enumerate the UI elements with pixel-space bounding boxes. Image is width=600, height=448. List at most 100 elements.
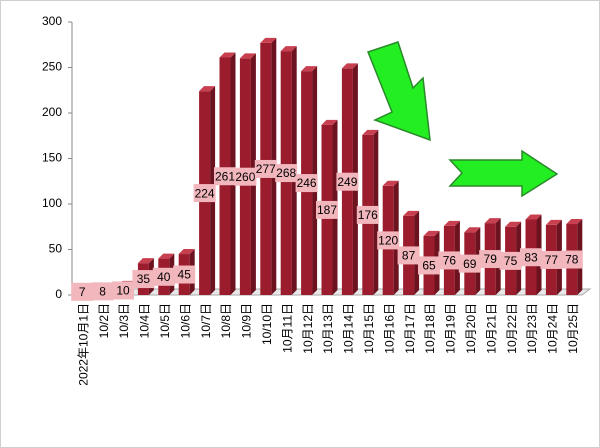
data-label-box <box>499 251 522 270</box>
y-tick-label: 250 <box>42 60 62 74</box>
x-tick-label: 10月13日 <box>321 303 335 354</box>
data-label-box <box>234 167 257 186</box>
x-tick-label: 2022年10月1日 <box>76 303 90 386</box>
data-label: 261 <box>215 169 235 183</box>
data-label-box <box>479 250 502 269</box>
x-tick-label: 10月19日 <box>444 303 458 354</box>
x-tick-label: 10月18日 <box>423 303 437 354</box>
data-label: 77 <box>545 253 559 267</box>
x-tick-label: 10月12日 <box>301 303 315 354</box>
data-label: 268 <box>276 166 296 180</box>
data-label-box <box>275 164 298 183</box>
x-tick-label: 10月15日 <box>362 303 376 354</box>
data-label-box <box>193 184 216 203</box>
bar-top <box>484 218 501 224</box>
x-tick-label: 10/4日 <box>138 303 152 338</box>
bar-top <box>464 227 481 233</box>
data-label: 176 <box>358 208 378 222</box>
data-label: 76 <box>443 254 457 268</box>
data-label: 78 <box>565 253 579 267</box>
bar-top <box>545 219 562 225</box>
data-label-box <box>71 282 94 301</box>
data-label-box <box>418 256 440 275</box>
data-label: 45 <box>178 268 192 282</box>
bar-top <box>341 63 358 69</box>
y-tick-label: 100 <box>42 196 62 210</box>
data-label-box <box>214 167 236 186</box>
bar-top <box>443 220 460 226</box>
x-tick-label: 10/8日 <box>219 303 233 338</box>
data-label-box <box>520 248 542 267</box>
data-label-box <box>295 174 318 193</box>
data-label-box <box>316 200 338 219</box>
x-tick-label: 10月22日 <box>505 303 519 354</box>
data-label: 7 <box>79 285 86 299</box>
bar-top <box>525 214 542 220</box>
arrow-down <box>367 41 431 142</box>
data-label: 249 <box>337 175 357 189</box>
data-label: 277 <box>256 162 276 176</box>
bar-top <box>199 86 216 92</box>
data-label: 75 <box>504 254 518 268</box>
data-label: 69 <box>463 257 477 271</box>
data-label: 8 <box>99 285 106 299</box>
x-tick-label: 10/6日 <box>178 303 192 338</box>
x-tick-label: 10/3日 <box>117 303 131 338</box>
data-label-box <box>336 172 359 191</box>
x-tick-label: 10月17日 <box>403 303 417 354</box>
data-label: 187 <box>317 203 337 217</box>
x-tick-label: 10月20日 <box>464 303 478 354</box>
y-tick-label: 200 <box>42 105 62 119</box>
data-label: 260 <box>235 170 255 184</box>
bar-top <box>403 210 420 216</box>
y-tick-label: 150 <box>42 151 62 165</box>
data-label: 40 <box>157 270 171 284</box>
data-label-box <box>458 254 481 273</box>
bar-top <box>321 119 338 125</box>
bar-top <box>158 253 175 259</box>
y-tick-label: 0 <box>55 287 62 301</box>
data-label-box <box>173 265 196 284</box>
y-tick-label: 50 <box>49 242 63 256</box>
data-label: 35 <box>137 272 151 286</box>
bar-top <box>178 249 195 255</box>
x-tick-label: 10/7日 <box>199 303 213 338</box>
data-label-box <box>91 282 114 301</box>
bar-top <box>505 221 522 227</box>
bar-top <box>423 230 440 236</box>
bar-top <box>280 46 297 52</box>
bar-top <box>137 258 154 264</box>
x-tick-label: 10/2日 <box>97 303 111 338</box>
data-label-box <box>397 246 420 265</box>
bar-top <box>260 37 277 43</box>
x-tick-label: 10月16日 <box>382 303 396 354</box>
data-label: 10 <box>116 284 130 298</box>
data-label: 120 <box>378 234 398 248</box>
x-tick-label: 10月24日 <box>546 303 560 354</box>
data-label: 246 <box>297 176 317 190</box>
bar-top <box>566 219 583 225</box>
x-tick-label: 10/10日 <box>260 303 274 345</box>
x-tick-label: 10月25日 <box>566 303 580 354</box>
arrow-right <box>448 149 559 198</box>
x-tick-label: 10/5日 <box>158 303 172 338</box>
x-tick-label: 10月11日 <box>280 303 294 353</box>
data-label-box <box>438 251 461 270</box>
x-tick-label: 10月21日 <box>484 303 498 354</box>
x-tick-label: 10/9日 <box>240 303 254 338</box>
data-label-box <box>377 231 400 250</box>
data-label: 224 <box>195 186 215 200</box>
y-tick-label: 300 <box>42 14 62 28</box>
data-label-box <box>112 281 134 300</box>
data-label-box <box>254 159 277 178</box>
data-label-box <box>356 205 379 224</box>
x-tick-label: 10月23日 <box>525 303 539 354</box>
x-tick-label: 10月14日 <box>342 303 356 354</box>
data-label: 65 <box>422 259 436 273</box>
data-label: 83 <box>524 250 538 264</box>
bar-top <box>362 129 379 135</box>
bar-top <box>239 53 256 59</box>
data-label-box <box>540 250 563 269</box>
data-label: 87 <box>402 249 416 263</box>
